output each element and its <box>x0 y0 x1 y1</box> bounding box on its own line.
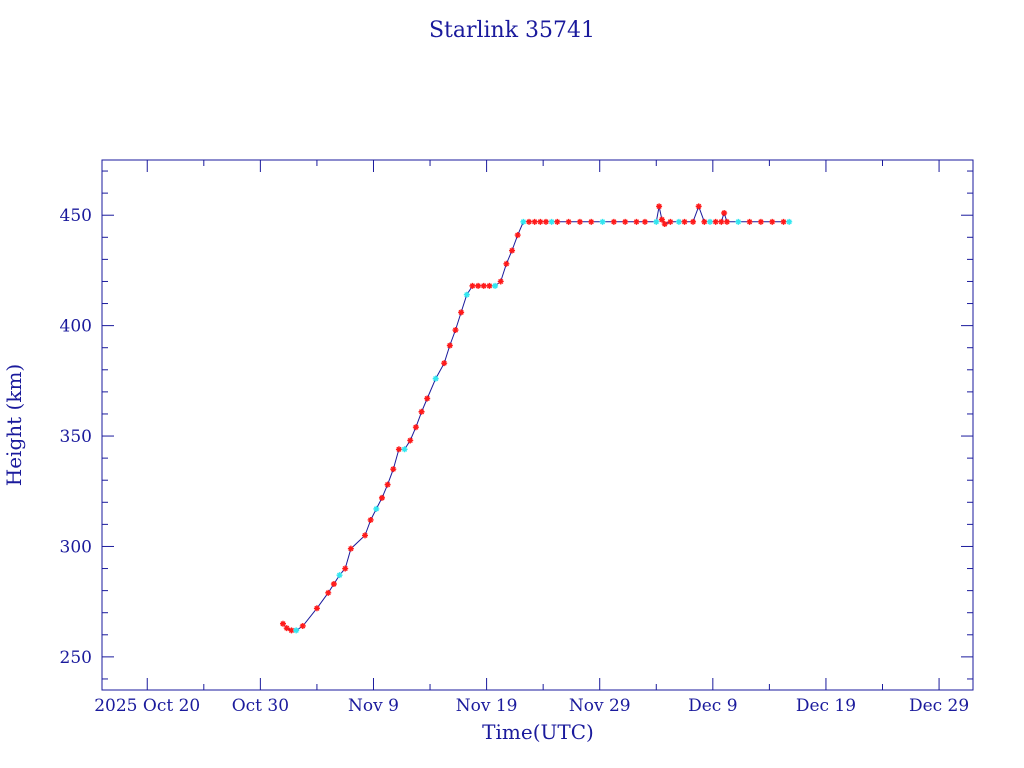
data-point-marker <box>432 375 439 382</box>
data-point-marker <box>658 216 665 223</box>
x-tick-label: Oct 30 <box>232 696 289 716</box>
data-point-marker <box>780 218 787 225</box>
x-axis: 2025 Oct 20 Oct 30 Nov 9 Nov 19 Nov 29 Dec 9 D… <box>94 160 969 716</box>
data-point-marker <box>390 466 397 473</box>
data-point-marker <box>336 572 343 579</box>
y-tick-label: 300 <box>60 537 92 557</box>
data-point-marker <box>279 620 286 627</box>
x-tick-label: Dec 19 <box>796 696 856 716</box>
data-point-marker <box>288 627 295 634</box>
data-point-marker <box>514 232 521 239</box>
data-point-marker <box>537 218 544 225</box>
data-point-marker <box>342 565 349 572</box>
data-point-marker <box>622 218 629 225</box>
data-point-marker <box>283 625 290 632</box>
x-tick-label: Nov 9 <box>348 696 399 716</box>
data-point-marker <box>588 218 595 225</box>
plot-frame <box>101 159 974 691</box>
data-point-marker <box>452 327 459 334</box>
data-point-marker <box>395 446 402 453</box>
data-point-marker <box>718 218 725 225</box>
data-point-marker <box>446 342 453 349</box>
data-point-marker <box>786 218 793 225</box>
data-point-marker <box>367 516 374 523</box>
data-point-marker <box>486 282 493 289</box>
data-point-marker <box>531 218 538 225</box>
data-point-marker <box>610 218 617 225</box>
data-point-marker <box>480 282 487 289</box>
data-point-marker <box>656 203 663 210</box>
data-point-marker <box>690 218 697 225</box>
data-point-marker <box>746 218 753 225</box>
data-point-marker <box>373 505 380 512</box>
data-point-marker <box>407 437 414 444</box>
data-point-marker <box>520 218 527 225</box>
data-point-marker <box>299 622 306 629</box>
data-point-marker <box>503 260 510 267</box>
data-point-marker <box>565 218 572 225</box>
y-axis-label: Height (km) <box>2 364 26 486</box>
y-axis: 250 300 350 400 450 <box>60 170 973 680</box>
y-tick-label: 350 <box>60 427 92 447</box>
data-point-marker <box>313 605 320 612</box>
data-point-marker <box>641 218 648 225</box>
x-tick-label: Nov 29 <box>569 696 631 716</box>
data-point-marker <box>418 408 425 415</box>
data-point-marker <box>384 481 391 488</box>
y-tick-label: 400 <box>60 317 92 337</box>
x-tick-label: Nov 19 <box>456 696 518 716</box>
data-point-marker <box>723 218 730 225</box>
y-tick-label: 450 <box>60 206 92 226</box>
data-point-marker <box>576 218 583 225</box>
data-point-marker <box>361 532 368 539</box>
x-axis-label: Time(UTC) <box>482 720 594 744</box>
data-point-marker <box>492 282 499 289</box>
data-point-marker <box>441 360 448 367</box>
data-point-marker <box>475 282 482 289</box>
data-point-marker <box>469 282 476 289</box>
data-point-marker <box>735 218 742 225</box>
data-point-marker <box>554 218 561 225</box>
data-point-marker <box>325 589 332 596</box>
data-point-marker <box>509 247 516 254</box>
data-point-marker <box>667 218 674 225</box>
data-point-marker <box>661 221 668 228</box>
y-tick-label: 250 <box>60 648 92 668</box>
series-layer <box>279 203 793 634</box>
x-tick-label: Dec 29 <box>909 696 969 716</box>
data-point-marker <box>497 278 504 285</box>
data-point-marker <box>757 218 764 225</box>
x-tick-label: Dec 9 <box>688 696 737 716</box>
data-point-marker <box>712 218 719 225</box>
data-point-marker <box>707 218 714 225</box>
data-point-marker <box>769 218 776 225</box>
data-point-marker <box>463 291 470 298</box>
data-point-marker <box>526 218 533 225</box>
data-point-marker <box>424 395 431 402</box>
data-point-marker <box>542 218 549 225</box>
data-point-marker <box>599 218 606 225</box>
data-point-marker <box>293 627 300 634</box>
data-point-marker <box>330 581 337 587</box>
data-point-marker <box>347 545 354 552</box>
data-point-marker <box>695 203 702 210</box>
data-point-marker <box>653 218 660 225</box>
data-point-marker <box>681 218 688 225</box>
data-point-marker <box>412 424 419 431</box>
data-point-marker <box>401 446 408 453</box>
data-point-marker <box>458 309 465 316</box>
data-point-marker <box>721 210 728 216</box>
data-point-marker <box>548 218 555 225</box>
data-point-marker <box>378 494 385 501</box>
data-point-marker <box>701 218 708 225</box>
chart-title: Starlink 35741 <box>429 18 595 43</box>
series-line <box>282 204 790 631</box>
data-point-marker <box>675 218 682 225</box>
data-point-marker <box>633 218 640 225</box>
x-tick-label: 2025 Oct 20 <box>94 696 200 716</box>
